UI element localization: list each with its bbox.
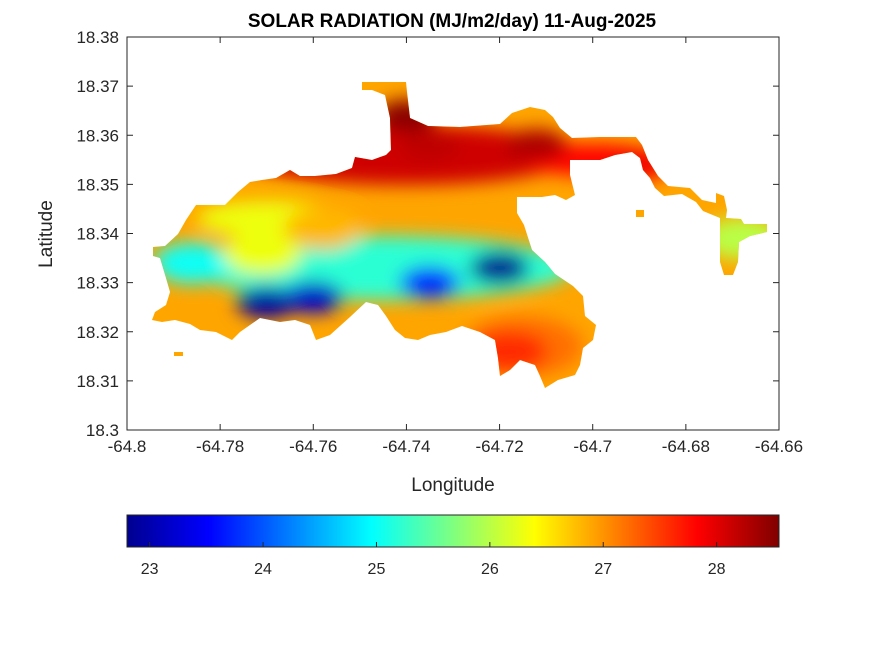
colorbar-tick-label: 27: [594, 561, 612, 578]
colorbar-tick-label: 28: [708, 561, 726, 578]
y-axis: 18.3 18.31 18.32 18.33 18.34 18.35 18.36 18.37 1…: [76, 28, 779, 440]
y-axis-label: Latitude: [36, 200, 57, 268]
heatmap-region-6: [469, 251, 530, 284]
heatmap-region-5: [283, 207, 362, 250]
x-axis-label: Longitude: [411, 475, 494, 496]
x-tick-label: -64.74: [382, 437, 430, 456]
heatmap-region-2: [506, 129, 567, 162]
y-tick-label: 18.32: [76, 323, 119, 342]
x-tick-label: -64.68: [662, 437, 710, 456]
colorbar-tick-label: 25: [368, 561, 386, 578]
y-tick-label: 18.37: [76, 77, 119, 96]
x-tick-label: -64.72: [475, 437, 523, 456]
x-tick-label: -64.76: [289, 437, 337, 456]
colorbar-tick-label: 23: [141, 561, 159, 578]
heatmap-region-9: [283, 281, 344, 314]
heatmap-region-7: [399, 266, 460, 299]
y-tick-label: 18.36: [76, 126, 119, 145]
y-tick-label: 18.35: [76, 175, 119, 194]
x-tick-label: -64.78: [196, 437, 244, 456]
heatmap-region-0: [399, 129, 460, 162]
y-tick-label: 18.38: [76, 28, 119, 47]
colorbar-tick-label: 26: [481, 561, 499, 578]
y-tick-label: 18.3: [86, 421, 119, 440]
heatmap-region-11: [223, 232, 302, 274]
heatmap-region-8: [236, 286, 297, 319]
y-tick-label: 18.34: [76, 225, 119, 244]
colorbar-tick-label: 24: [254, 561, 272, 578]
heatmap-region-10: [153, 242, 232, 284]
colorbar-ticks: 23 24 25 26 27 28: [141, 542, 726, 578]
y-tick-label: 18.31: [76, 372, 119, 391]
x-tick-label: -64.7: [573, 437, 612, 456]
x-axis: -64.8 -64.78 -64.76 -64.74 -64.72 -64.7 -64.68…: [108, 37, 803, 456]
x-tick-label: -64.66: [755, 437, 803, 456]
x-tick-label: -64.8: [108, 437, 147, 456]
y-tick-label: 18.33: [76, 274, 119, 293]
chart-title: SOLAR RADIATION (MJ/m2/day) 11-Aug-2025: [248, 11, 657, 32]
colorbar: [126, 514, 780, 548]
